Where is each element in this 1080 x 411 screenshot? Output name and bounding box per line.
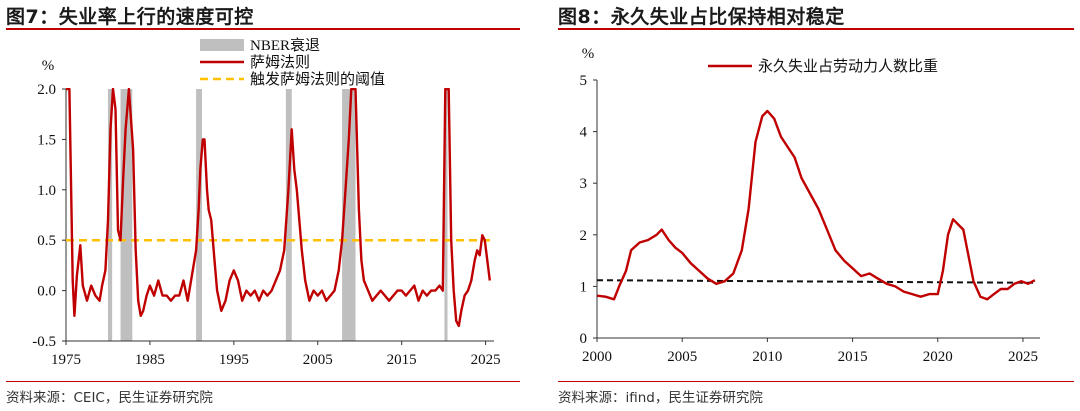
chart2-y-tick-label: 5 xyxy=(580,73,588,89)
chart2-x-tick-label: 2015 xyxy=(838,349,868,365)
chart1-y-tick-label: 0.5 xyxy=(37,233,56,249)
chart2-title: 图8：永久失业占比保持相对稳定 xyxy=(558,6,845,28)
chart2-y-tick-label: 0 xyxy=(580,331,588,347)
chart2-x-tick-label: 2025 xyxy=(1008,349,1038,365)
chart1-y-tick-label: 0.0 xyxy=(37,284,56,300)
chart2-plot: 0 1 2 3 4 5% 2000 2005 2010 2015 2020 2025 永久失业占劳动力人… xyxy=(580,46,1040,365)
chart1-x-tick-label: 1995 xyxy=(219,352,249,368)
chart1-recession-band xyxy=(444,89,448,341)
chart1-legend-label: 萨姆法则 xyxy=(250,54,310,71)
chart1-plot: -0.5 0.0 0.5 1.0 1.5 2.0% 1975 1985 1995 2005 2015… xyxy=(32,37,500,368)
chart1-x-tick-label: 2005 xyxy=(303,352,333,368)
chart1-title: 图7：失业率上行的速度可控 xyxy=(6,6,254,28)
chart2-reference-line xyxy=(596,279,1035,284)
chart2-source: 资料来源：ifind，民生证券研究院 xyxy=(558,390,763,406)
chart1-recession-band xyxy=(342,89,356,341)
chart2-legend-label: 永久失业占劳动力人数比重 xyxy=(758,58,938,75)
chart1-bottom-rule xyxy=(6,381,520,382)
chart2-y-unit-label: % xyxy=(582,46,595,62)
chart1-y-tick-label: 2.0 xyxy=(37,82,56,98)
chart2-x-tick-label: 2005 xyxy=(667,349,697,365)
chart1-legend-swatch-band xyxy=(200,39,244,51)
chart2-y-tick-label: 2 xyxy=(580,228,588,244)
chart1-y-tick-label: -0.5 xyxy=(32,334,56,350)
chart2-x-tick-label: 2000 xyxy=(582,349,612,365)
chart1-source: 资料来源：CEIC，民生证券研究院 xyxy=(6,390,213,406)
chart1-y-unit-label: % xyxy=(42,58,55,74)
chart1-recession-band xyxy=(285,89,292,341)
chart1-x-tick-label: 2025 xyxy=(471,352,501,368)
chart1-x-tick-label: 1985 xyxy=(135,352,165,368)
chart2-series-line xyxy=(597,109,1036,301)
chart2-title-rule xyxy=(558,28,1074,30)
chart2-y-tick-label: 4 xyxy=(580,125,588,141)
chart2-y-tick-label: 1 xyxy=(580,279,588,295)
chart1-y-tick-label: 1.0 xyxy=(37,183,56,199)
chart1-series-line xyxy=(66,88,491,328)
chart2-bottom-rule xyxy=(558,381,1074,382)
chart2-x-tick-label: 2020 xyxy=(923,349,953,365)
chart1-legend-label: 触发萨姆法则的阈值 xyxy=(250,71,385,88)
chart1-y-tick-label: 1.5 xyxy=(37,132,56,148)
chart2-x-tick-label: 2010 xyxy=(752,349,782,365)
chart1-title-rule xyxy=(6,28,520,30)
chart1-recession-band xyxy=(107,89,113,341)
chart1-recession-band xyxy=(120,89,133,341)
chart1-x-tick-label: 2015 xyxy=(387,352,417,368)
chart1-x-tick-label: 1975 xyxy=(51,352,81,368)
chart1-legend-label: NBER衰退 xyxy=(250,37,320,54)
chart2-y-tick-label: 3 xyxy=(580,176,588,192)
